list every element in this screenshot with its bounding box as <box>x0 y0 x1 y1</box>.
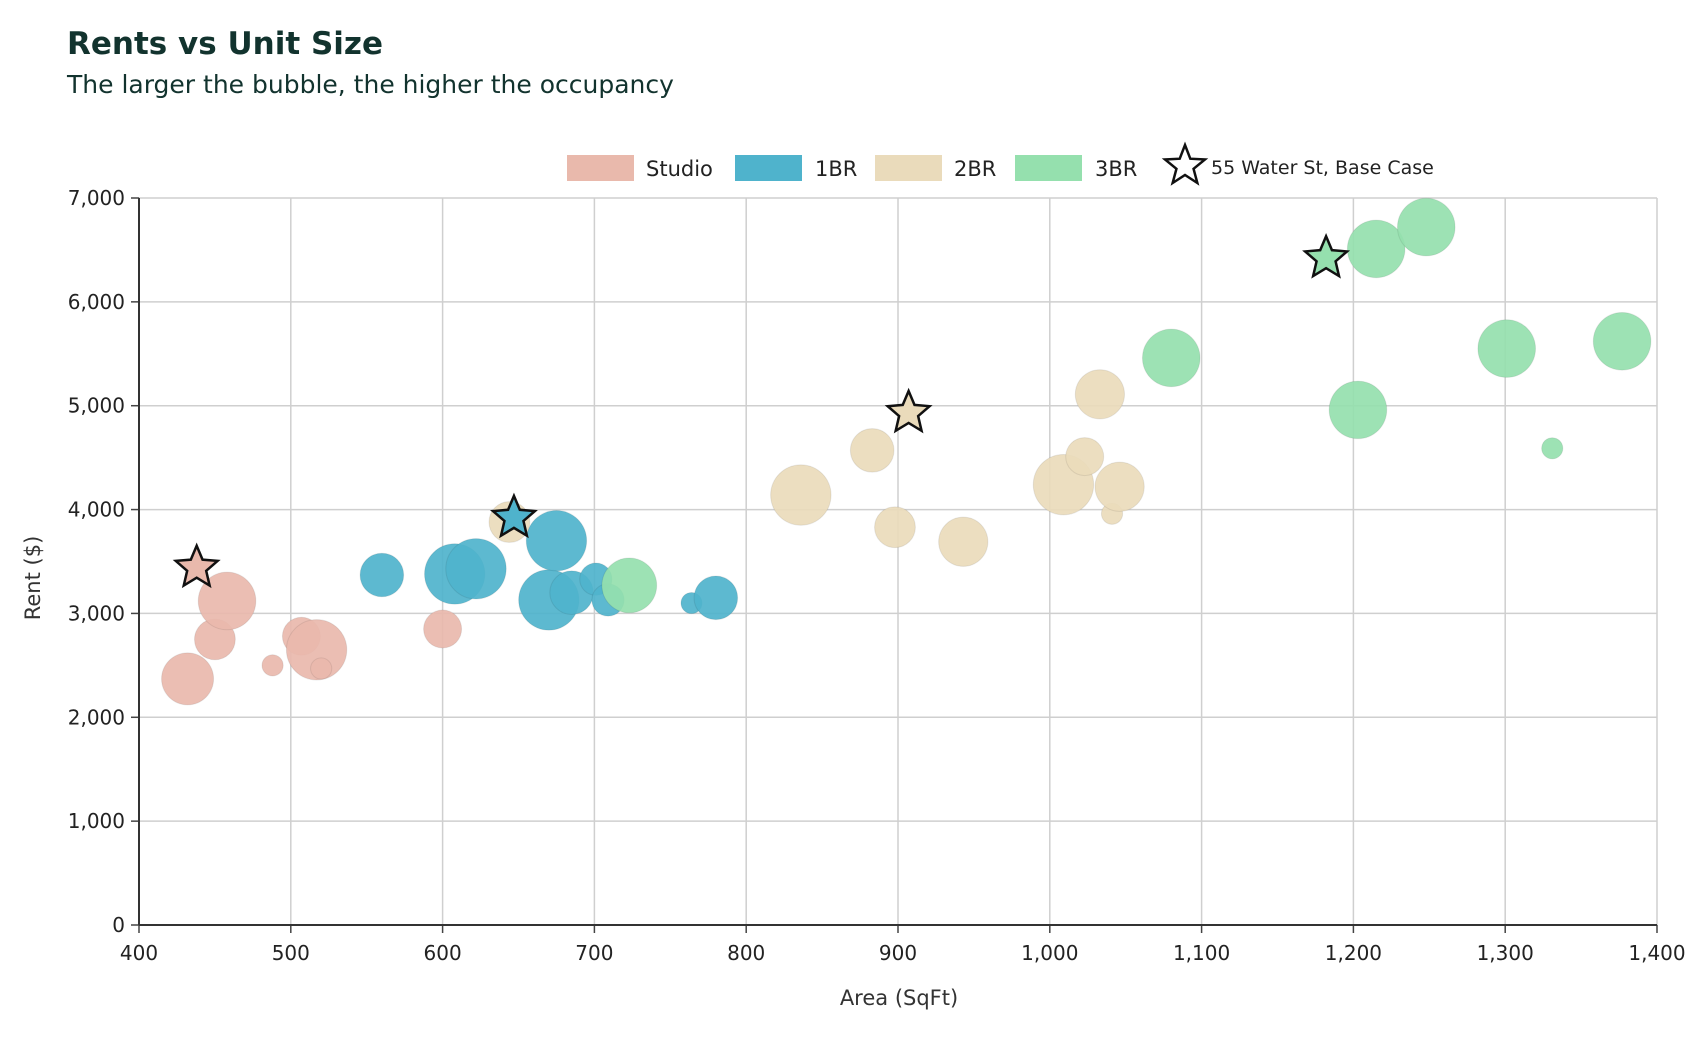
bubble-1br <box>359 552 405 598</box>
y-tick-label: 7,000 <box>68 186 125 210</box>
legend-label-2br: 2BR <box>954 157 996 181</box>
bubble-3br <box>1346 219 1406 279</box>
highlight-star-studio <box>172 542 221 589</box>
x-tick-label: 700 <box>575 941 613 965</box>
bubble-studio <box>423 609 463 649</box>
legend-swatch-studio <box>567 155 634 181</box>
bubble-studio <box>161 652 215 706</box>
legend-label-3br: 3BR <box>1095 157 1137 181</box>
bubble-studio <box>261 654 284 677</box>
legend-label-highlight: 55 Water St, Base Case <box>1211 157 1434 179</box>
chart-title: Rents vs Unit Size <box>67 26 383 62</box>
y-tick-label: 3,000 <box>68 601 125 625</box>
highlight-star-3br <box>1302 233 1351 279</box>
y-tick-label: 4,000 <box>68 498 125 522</box>
bubble-3br <box>1396 197 1456 257</box>
bubble-1br <box>693 575 739 621</box>
x-axis-label: Area (SqFt) <box>840 986 958 1010</box>
highlight-star-2br <box>884 387 933 434</box>
highlight-star-1br <box>489 492 538 539</box>
x-tick-label: 1,300 <box>1477 941 1534 965</box>
grid-lines <box>139 197 1658 925</box>
y-axis-label: Rent ($) <box>21 536 45 621</box>
x-tick-label: 1,200 <box>1325 941 1382 965</box>
y-tick-label: 1,000 <box>68 809 125 833</box>
bubble-2br <box>849 428 895 473</box>
bubble-studio <box>310 657 333 680</box>
bubble-1br <box>445 538 507 600</box>
legend-swatch-2br <box>875 155 942 181</box>
legend-label-studio: Studio <box>646 157 713 181</box>
y-tick-label: 6,000 <box>68 290 125 314</box>
bubble-3br <box>1141 328 1201 388</box>
chart-subtitle: The larger the bubble, the higher the oc… <box>67 70 674 99</box>
x-tick-label: 600 <box>424 941 462 965</box>
legend-star-icon <box>1161 141 1209 186</box>
bubble-1br <box>525 510 588 572</box>
x-tick-label: 900 <box>879 941 917 965</box>
legend-label-1br: 1BR <box>815 157 857 181</box>
legend-swatch-3br <box>1015 155 1082 181</box>
x-tick-label: 800 <box>727 941 765 965</box>
highlight-stars <box>172 233 1351 589</box>
axes: 400 500 600 700 800 900 1,000 1,100 1,200 1,300 1,… <box>68 186 1686 965</box>
y-tick-label: 2,000 <box>68 705 125 729</box>
x-tick-label: 500 <box>272 941 310 965</box>
bubble-2br <box>938 516 989 567</box>
bubble-studio <box>197 571 257 631</box>
bubble-2br <box>1065 437 1105 477</box>
bubble-2br <box>1094 461 1145 512</box>
x-tick-label: 400 <box>120 941 158 965</box>
bubble-3br <box>601 557 658 614</box>
y-tick-label: 0 <box>112 913 125 937</box>
x-tick-label: 1,400 <box>1628 941 1685 965</box>
legend: Studio 1BR 2BR 3BR 55 Water St, Base Case <box>567 141 1434 186</box>
bubble-studio <box>285 619 348 681</box>
bubble-3br <box>1541 437 1564 460</box>
x-tick-label: 1,000 <box>1021 941 1078 965</box>
legend-swatch-1br <box>735 155 802 181</box>
bubble-2br <box>1074 369 1125 420</box>
x-tick-label: 1,100 <box>1173 941 1230 965</box>
bubble-3br <box>1328 380 1388 440</box>
bubble-3br <box>1477 319 1537 378</box>
bubble-3br <box>1592 312 1652 371</box>
bubble-2br <box>874 506 916 549</box>
bubbles <box>161 197 1652 706</box>
bubble-2br <box>770 464 832 526</box>
y-tick-label: 5,000 <box>68 394 125 418</box>
